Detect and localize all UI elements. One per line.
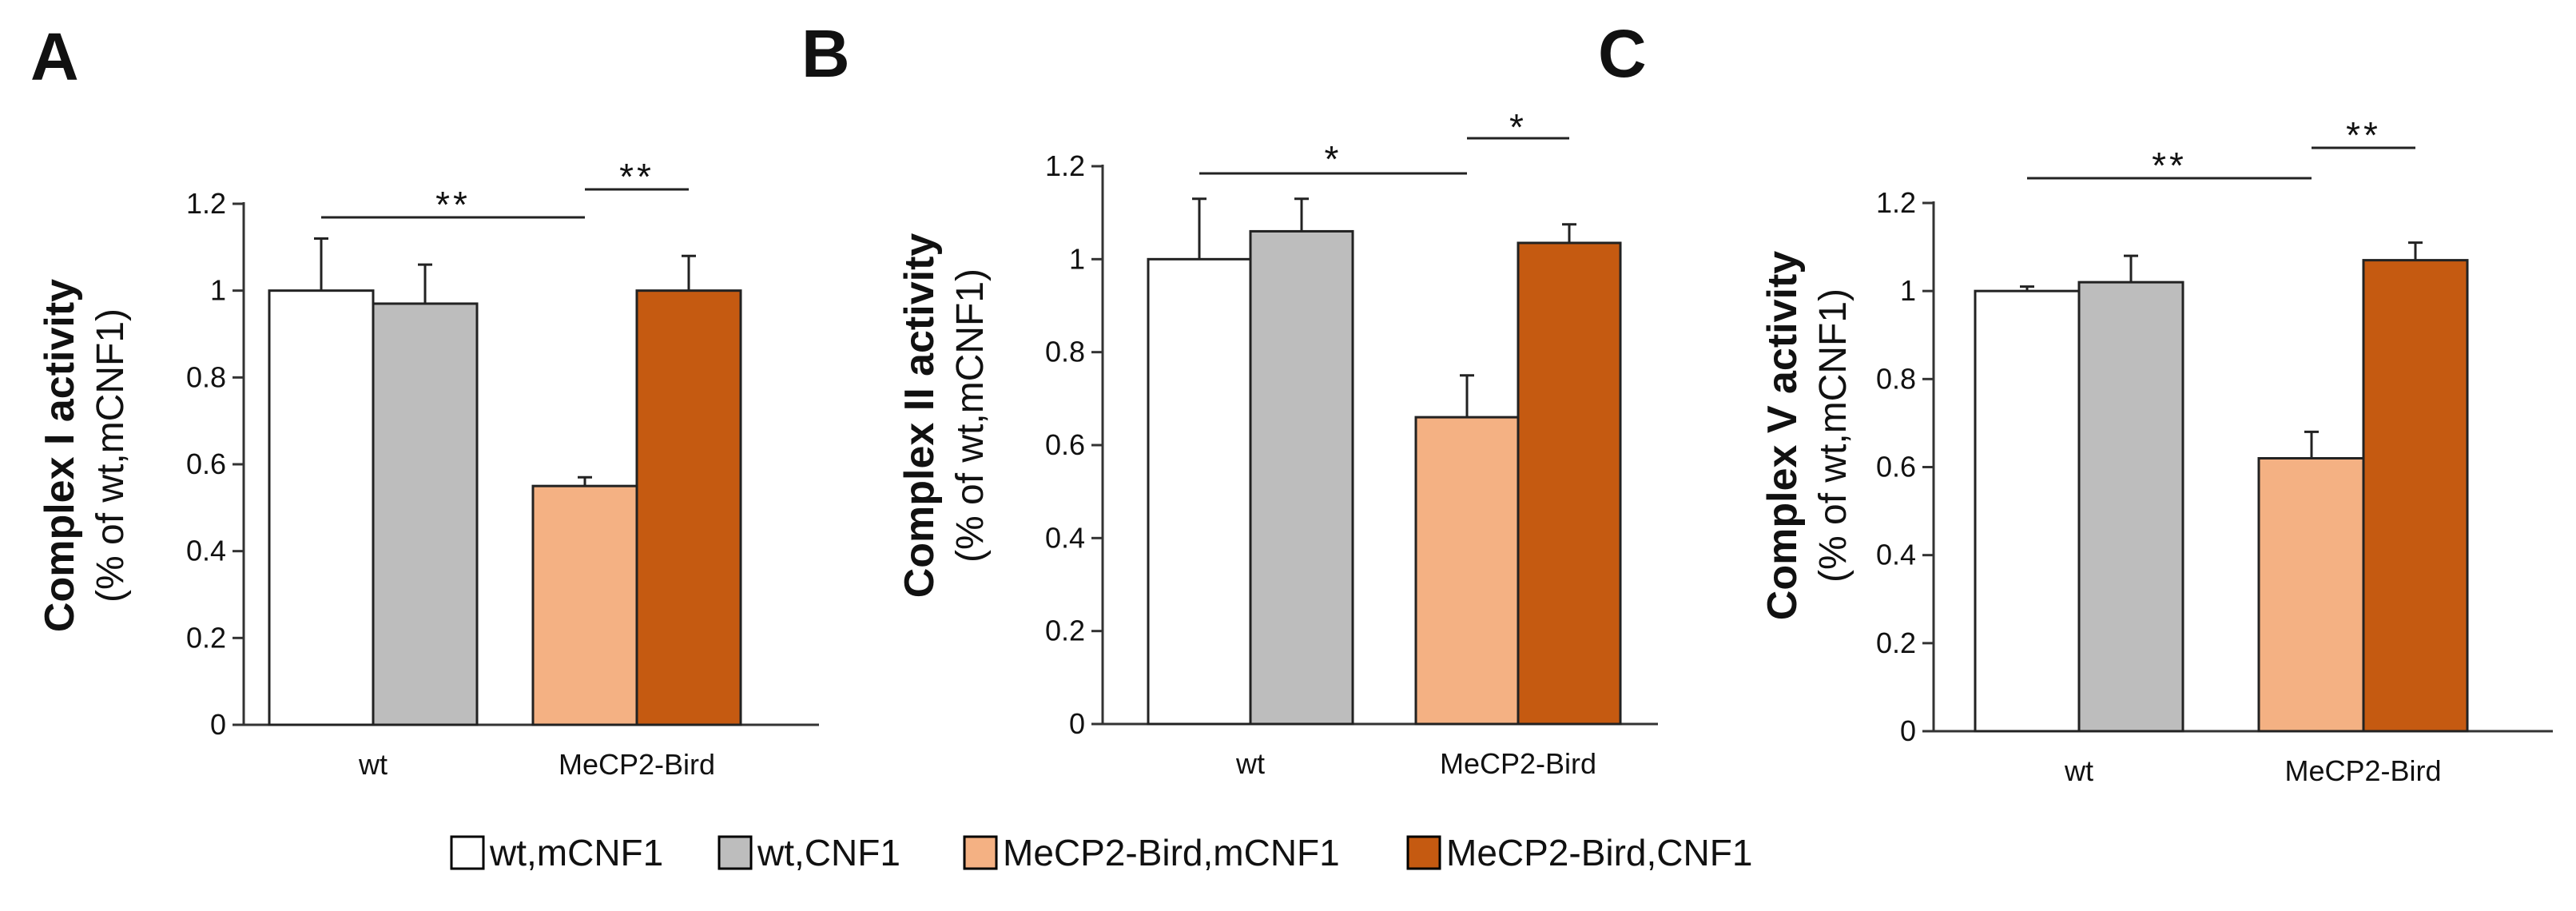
bar — [1414, 416, 1520, 726]
legend-swatch-mecp2-mcnf1 — [963, 835, 998, 870]
bar — [635, 289, 742, 726]
significance-label: ** — [2346, 114, 2381, 156]
legend-swatch-mecp2-cnf1 — [1406, 835, 1441, 870]
panel-letter: C — [1598, 16, 1647, 91]
bar — [2362, 259, 2469, 733]
bar — [1517, 241, 1622, 726]
y-axis-subtitle: (% of wt,mCNF1) — [89, 308, 132, 603]
y-tick-label: 1 — [1069, 242, 1085, 275]
y-axis-label: Complex V activity (% of wt,mCNF1) — [1759, 251, 1854, 620]
y-tick-label: 0.8 — [186, 360, 226, 393]
legend-label: MeCP2-Bird,CNF1 — [1446, 832, 1752, 873]
y-axis-title: Complex I activity — [37, 279, 83, 632]
y-tick-label: 0.2 — [186, 621, 226, 654]
legend-label: wt,mCNF1 — [489, 832, 663, 873]
y-axis-subtitle: (% of wt,mCNF1) — [1812, 288, 1854, 583]
significance-label: ** — [2152, 145, 2187, 186]
panel-a: A Complex I activity (% of wt,mCNF1) 0 0.… — [30, 19, 819, 781]
significance-label: * — [1325, 138, 1342, 180]
y-tick-label: 0.8 — [1045, 336, 1085, 368]
y-tick-label: 1 — [210, 274, 226, 307]
bar — [372, 302, 479, 726]
legend: wt,mCNF1 wt,CNF1 MeCP2-Bird,mCNF1 MeCP2-… — [450, 832, 1752, 873]
plot-area: 0 0.2 0.4 0.6 0.8 1 1.2 wt MeCP2-Bird * * — [1045, 106, 1658, 780]
y-axis-title: Complex II activity — [896, 233, 943, 599]
y-axis-label: Complex II activity (% of wt,mCNF1) — [896, 233, 992, 599]
y-tick-label: 1.2 — [1045, 149, 1085, 182]
x-category-label: wt — [2064, 754, 2093, 787]
y-axis-label: Complex I activity (% of wt,mCNF1) — [37, 279, 132, 632]
x-category-label: MeCP2-Bird — [559, 748, 715, 781]
x-category-label: wt — [358, 748, 388, 781]
significance-label: ** — [435, 184, 471, 225]
y-tick-label: 0.2 — [1876, 627, 1916, 659]
significance-label: * — [1509, 106, 1527, 148]
y-tick-label: 1 — [1900, 274, 1916, 307]
panel-letter: A — [30, 19, 79, 94]
y-tick-label: 0.4 — [1045, 521, 1085, 554]
significance-label: ** — [619, 156, 654, 197]
bar — [2077, 280, 2184, 733]
panel-c: C Complex V activity (% of wt,mCNF1) 0 0.… — [1598, 16, 2553, 787]
panel-letter: B — [801, 16, 850, 91]
y-tick-label: 0 — [1900, 714, 1916, 747]
plot-area: 0 0.2 0.4 0.6 0.8 1 1.2 wt MeCP2-Bird ** ** — [1876, 114, 2553, 787]
y-tick-label: 0.4 — [1876, 539, 1916, 571]
y-tick-label: 0 — [1069, 707, 1085, 740]
bar — [1249, 229, 1354, 726]
y-axis-title: Complex V activity — [1759, 251, 1806, 620]
legend-label: MeCP2-Bird,mCNF1 — [1003, 832, 1340, 873]
legend-swatch-wt-mcnf1 — [450, 835, 485, 870]
y-tick-label: 0.6 — [186, 448, 226, 480]
panel-b: B Complex II activity (% of wt,mCNF1) 00… — [801, 16, 1658, 780]
legend-label: wt,CNF1 — [757, 832, 900, 873]
y-tick-label: 1.2 — [186, 187, 226, 220]
x-category-label: wt — [1235, 747, 1265, 780]
y-tick-label: 0.8 — [1876, 362, 1916, 395]
bar — [268, 289, 375, 726]
y-tick-label: 1.2 — [1876, 186, 1916, 219]
y-tick-label: 0.6 — [1876, 451, 1916, 483]
x-category-label: MeCP2-Bird — [2284, 754, 2441, 787]
legend-swatch-wt-cnf1 — [718, 835, 753, 870]
plot-area: 0 0.2 0.4 0.6 0.8 1 1.2 wt MeCP2-Bird ** ** — [186, 156, 819, 781]
bar — [1147, 257, 1252, 726]
bar — [531, 484, 638, 726]
bar — [2257, 456, 2366, 733]
x-category-label: MeCP2-Bird — [1440, 747, 1596, 780]
y-tick-label: 0 — [210, 708, 226, 741]
y-tick-label: 0.2 — [1045, 615, 1085, 647]
bar — [1974, 289, 2081, 733]
y-tick-label: 0.4 — [186, 535, 226, 567]
y-axis-subtitle: (% of wt,mCNF1) — [949, 269, 992, 563]
y-tick-label: 0.6 — [1045, 428, 1085, 461]
